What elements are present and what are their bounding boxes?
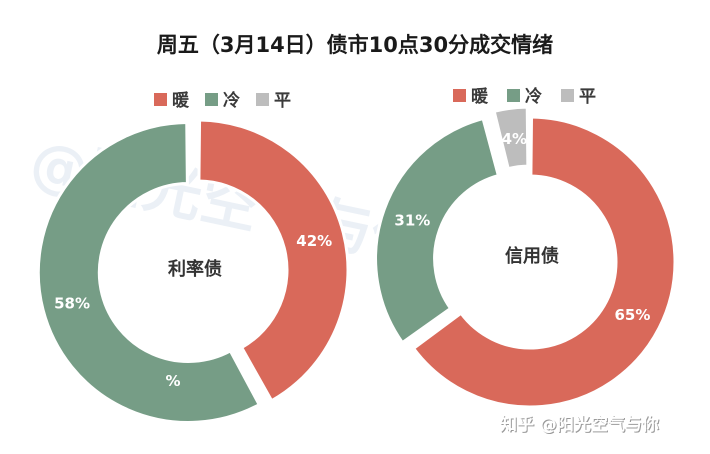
legend-right: 暖 冷 平 — [453, 86, 596, 107]
data-label-flat: 4% — [502, 130, 527, 148]
donut-rates: 42% 58%% — [36, 118, 350, 424]
slice-warm — [411, 115, 677, 409]
data-label-flat: % — [165, 372, 180, 390]
chart-title: 周五（3月14日）债市10点30分成交情绪 — [157, 33, 553, 57]
slice-cold — [374, 116, 501, 345]
credit-shadow: 知乎 @阳光空气与你 — [500, 415, 660, 436]
slice-warm — [197, 118, 350, 403]
legend-swatch-flat — [256, 93, 269, 106]
slice-flat — [492, 105, 530, 171]
data-label-cold: 58% — [54, 294, 90, 312]
legend-swatch-warm — [154, 93, 167, 106]
legend-swatch-warm — [453, 89, 466, 102]
legend-left: 暖 冷 平 — [154, 90, 291, 111]
legend-label-warm: 暖 — [172, 90, 190, 111]
slice-cold — [36, 120, 262, 424]
legend-swatch-cold — [205, 93, 218, 106]
credit-text: 知乎 @阳光空气与你 — [499, 414, 659, 435]
legend-label-cold: 冷 — [525, 86, 542, 107]
legend-label-flat: 平 — [579, 87, 596, 107]
legend-swatch-cold — [507, 89, 520, 102]
legend-label-cold: 冷 — [223, 90, 240, 111]
donut-credit: 65% 31% 4% — [374, 105, 677, 409]
data-label-warm: 65% — [615, 306, 651, 324]
center-label-credit: 信用债 — [505, 245, 559, 267]
data-label-warm: 42% — [296, 232, 332, 250]
legend-label-warm: 暖 — [471, 86, 489, 107]
data-label-cold: 31% — [394, 212, 430, 230]
legend-swatch-flat — [561, 89, 574, 102]
center-label-rates: 利率债 — [168, 258, 222, 280]
legend-label-flat: 平 — [274, 91, 291, 111]
